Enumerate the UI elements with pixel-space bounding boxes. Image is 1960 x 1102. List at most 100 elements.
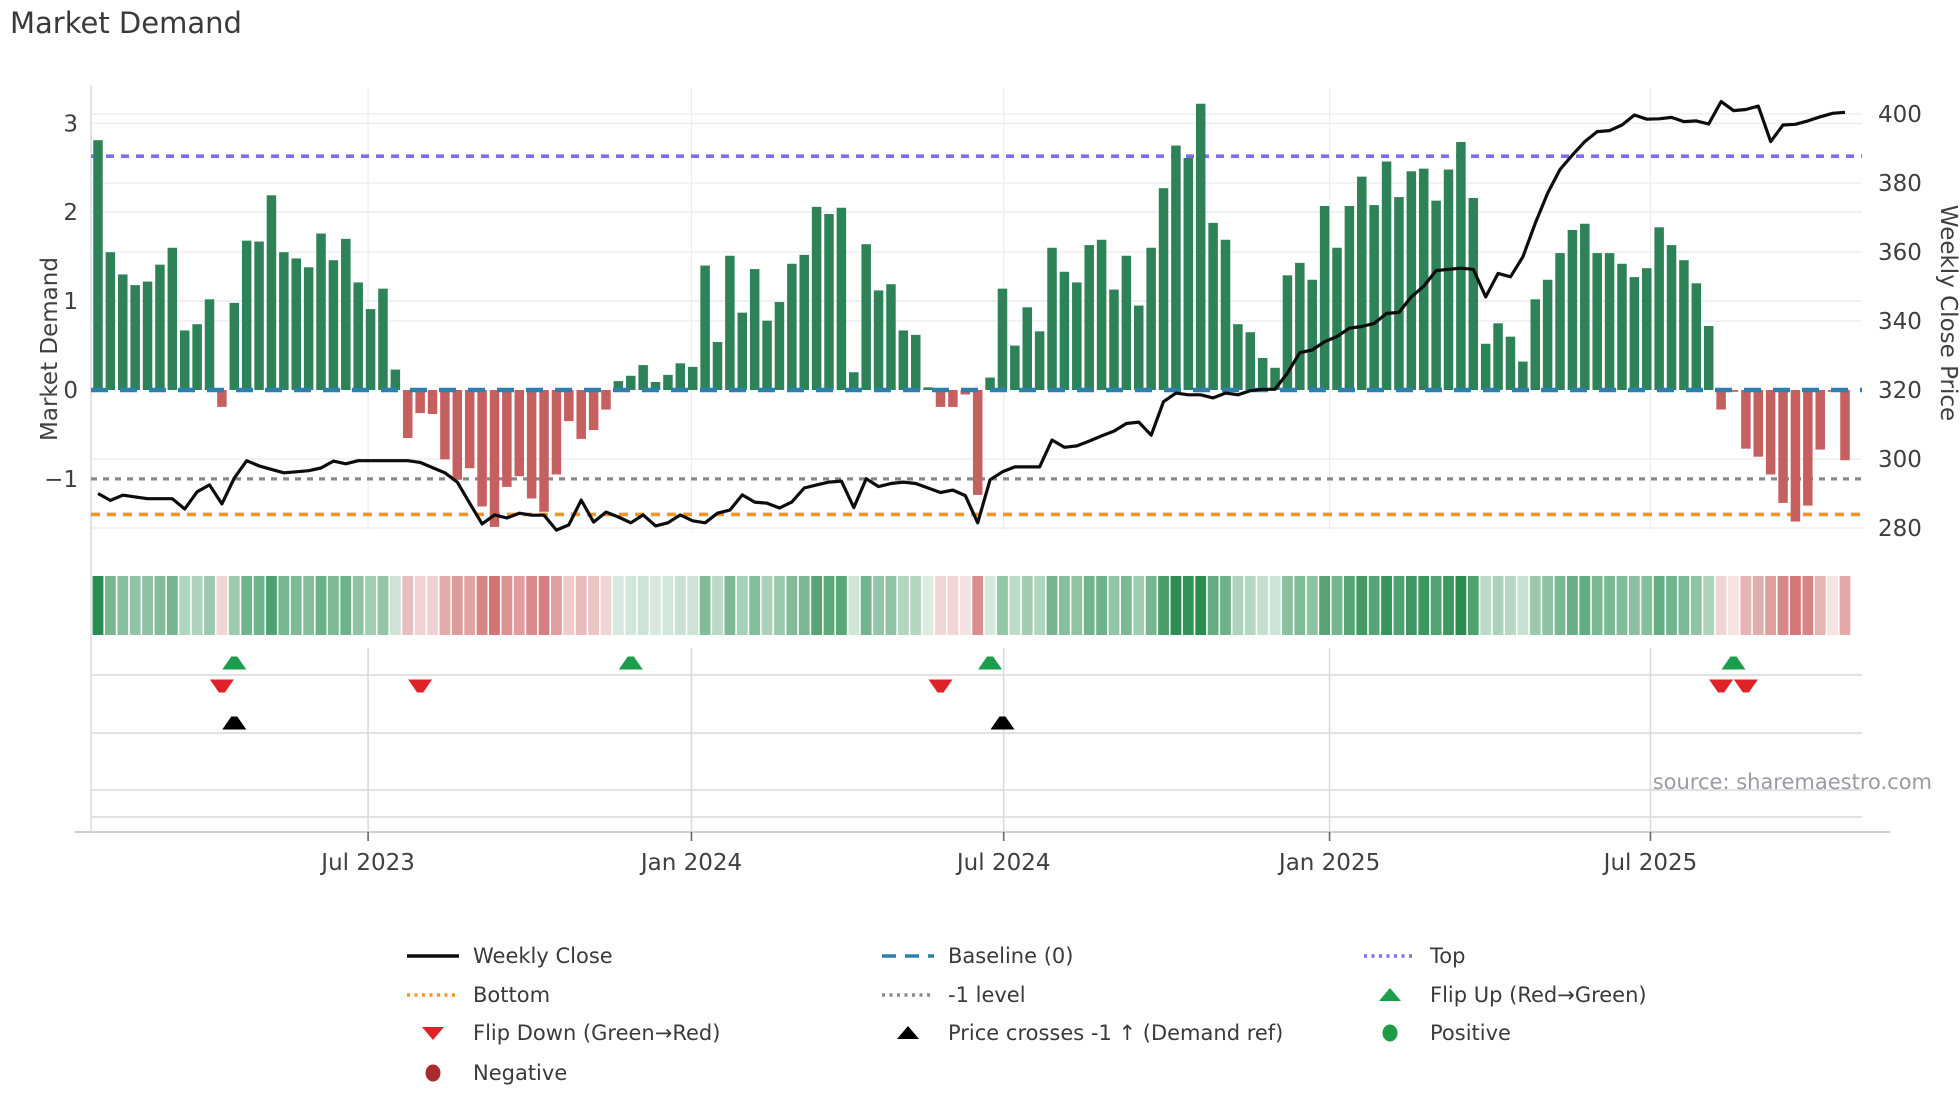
heatmap-cell <box>1455 576 1467 635</box>
demand-bar <box>861 244 871 390</box>
demand-bar <box>378 288 388 390</box>
heatmap-cell <box>873 576 884 635</box>
heatmap-cell <box>1356 576 1368 635</box>
demand-bar <box>712 341 723 390</box>
heatmap-cell <box>1244 576 1256 635</box>
heatmap-cell <box>315 576 327 635</box>
heatmap-cell <box>1207 576 1219 635</box>
heatmap-cell <box>860 576 872 635</box>
dotted-swatch-icon <box>882 993 934 997</box>
heatmap-cell <box>352 576 364 635</box>
demand-bar <box>886 284 896 390</box>
demand-bar <box>390 369 401 390</box>
demand-bar <box>1555 253 1565 390</box>
y2-tick-label: 320 <box>1878 378 1922 404</box>
demand-bar <box>502 390 512 487</box>
demand-bar <box>1121 255 1132 390</box>
heatmap-cell <box>1529 576 1541 635</box>
demand-bar <box>142 281 153 390</box>
heatmap-cell <box>885 576 897 635</box>
heatmap-cell <box>935 576 946 635</box>
heatmap-cell <box>1331 576 1343 635</box>
demand-bar <box>93 140 103 390</box>
weekly-close-line <box>97 100 1846 532</box>
heatmap-cell <box>1554 576 1566 635</box>
heatmap-cell <box>1343 576 1355 635</box>
y-tick-label: −1 <box>44 467 78 493</box>
heatmap-cell <box>637 576 649 635</box>
demand-bar <box>749 269 760 390</box>
heatmap-cell <box>1591 576 1603 635</box>
heatmap-cell <box>451 576 463 635</box>
heatmap-cell <box>551 576 562 635</box>
legend-label: Bottom <box>473 983 551 1007</box>
heatmap-cell <box>687 576 699 635</box>
demand-bar <box>1357 176 1367 390</box>
demand-bar <box>1505 336 1516 390</box>
heatmap-cell <box>1182 576 1194 635</box>
demand-bar <box>1034 331 1045 390</box>
demand-bar <box>787 263 797 390</box>
demand-bar <box>1778 390 1788 503</box>
flip-down-marker <box>1709 679 1734 693</box>
heatmap-cell <box>910 576 922 635</box>
demand-bar <box>241 240 252 390</box>
heatmap-cell <box>166 576 178 635</box>
heatmap-cell <box>1728 576 1739 635</box>
legend-label: Top <box>1430 944 1466 968</box>
legend-item-flip-down-green-red: Flip Down (Green→Red) <box>405 1017 720 1049</box>
demand-bar <box>948 390 958 407</box>
heatmap-cell <box>92 576 104 635</box>
heatmap-cell <box>1269 576 1281 635</box>
demand-bar <box>477 390 487 507</box>
heatmap-cell <box>1715 576 1727 635</box>
heatmap-cell <box>1368 576 1380 635</box>
heatmap-cell <box>328 576 339 635</box>
demand-bar <box>316 233 326 390</box>
source-attribution: source: sharemaestro.com <box>1652 770 1932 794</box>
heatmap-cell <box>1579 576 1591 635</box>
legend-label: Baseline (0) <box>948 944 1074 968</box>
heatmap-cell <box>736 576 748 635</box>
heatmap-cell <box>1616 576 1628 635</box>
heatmap-cell <box>1604 576 1615 635</box>
heatmap-cell <box>179 576 191 635</box>
demand-bar <box>638 365 648 390</box>
y2-tick-label: 280 <box>1878 516 1922 542</box>
demand-bar <box>1171 145 1181 390</box>
heatmap-cell <box>526 576 538 635</box>
demand-bar <box>105 252 116 390</box>
y-tick-label: 3 <box>63 111 78 137</box>
heatmap-cell <box>848 576 860 635</box>
heatmap-cell <box>1542 576 1554 635</box>
heatmap-cell <box>1021 576 1033 635</box>
swatch-shape <box>1379 988 1401 1001</box>
demand-bar <box>1728 390 1739 392</box>
demand-bar <box>873 290 884 390</box>
heatmap-cell <box>798 576 810 635</box>
heatmap-cell <box>1628 576 1640 635</box>
chart-legend: Weekly Close Baseline (0) Top Bottom -1 leve… <box>0 928 1960 1098</box>
price-cross-marker <box>222 716 247 730</box>
heatmap-cell <box>1133 576 1145 635</box>
heatmap-cell <box>774 576 785 635</box>
y2-tick-label: 360 <box>1878 240 1922 266</box>
heatmap-cell <box>1120 576 1132 635</box>
demand-bar <box>725 255 735 390</box>
x-tick-label: Jul 2025 <box>1602 850 1698 876</box>
demand-bar <box>836 207 847 390</box>
heatmap-cell <box>1740 576 1752 635</box>
demand-bar <box>737 312 748 390</box>
demand-bar <box>650 381 661 390</box>
demand-bar <box>1629 277 1640 390</box>
legend-item-bottom: Bottom <box>405 979 550 1011</box>
heatmap-cell <box>1517 576 1529 635</box>
heatmap-cell <box>377 576 389 635</box>
dashed-swatch-icon <box>882 954 934 958</box>
demand-bar <box>464 390 475 469</box>
heatmap-cell <box>724 576 736 635</box>
demand-bar <box>774 301 785 390</box>
demand-bar <box>1703 325 1714 390</box>
heatmap-cell <box>1108 576 1120 635</box>
legend-item-weekly-close: Weekly Close <box>405 940 613 972</box>
